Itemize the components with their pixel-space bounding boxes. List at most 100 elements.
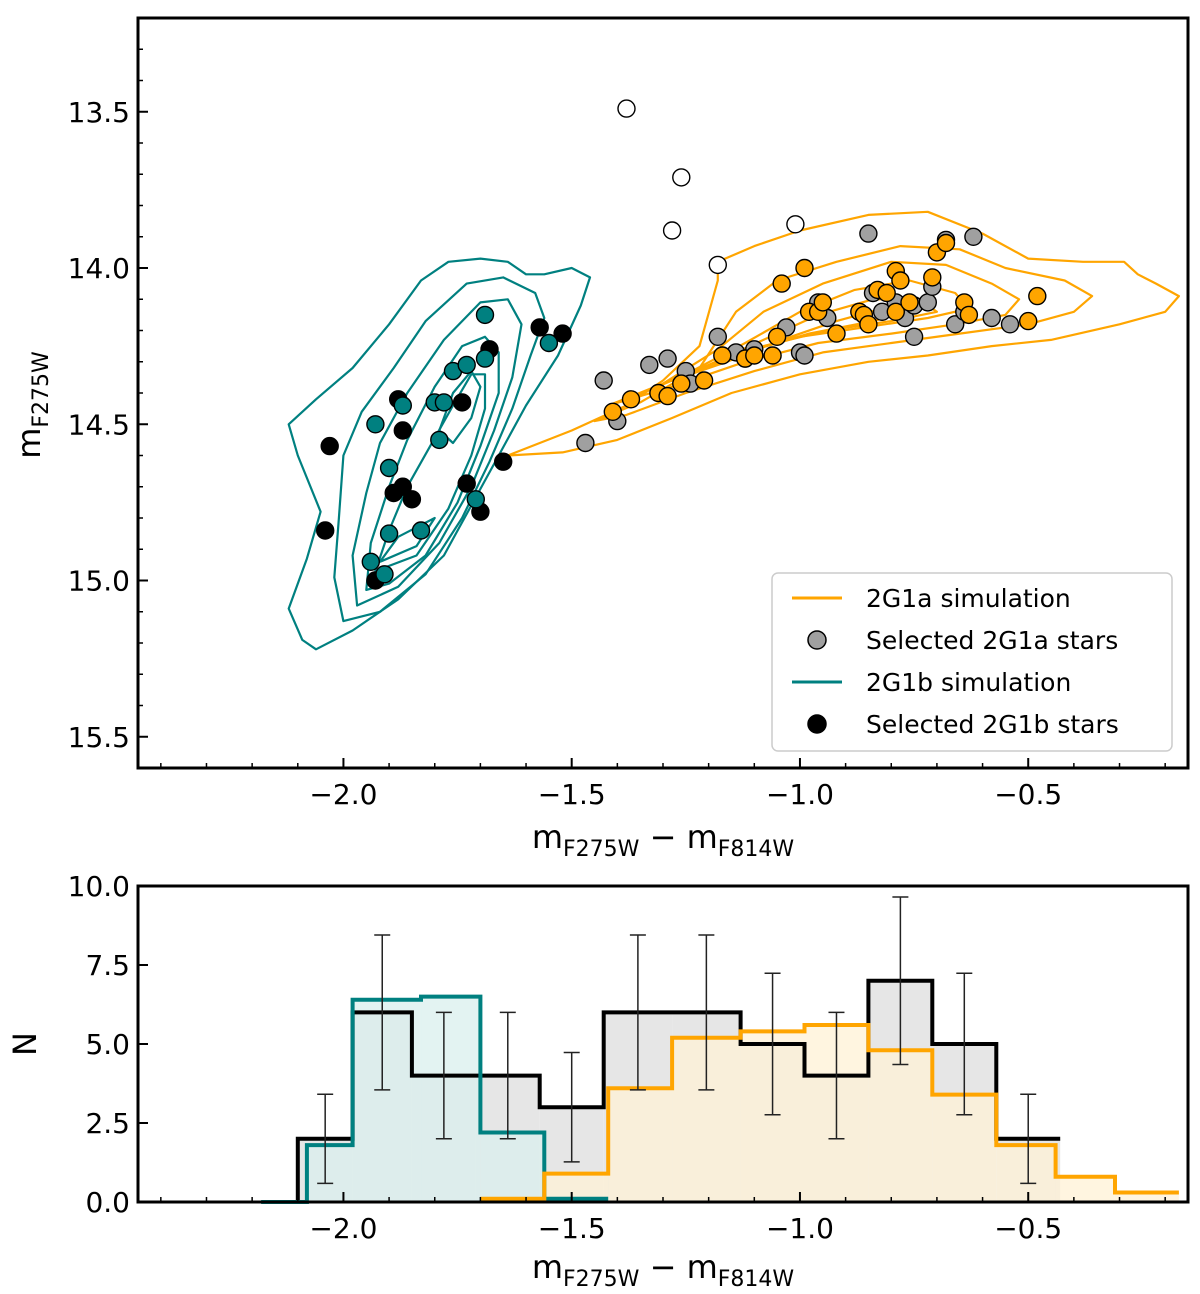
2g1b-selected-star bbox=[530, 318, 549, 337]
ylabel-base: m bbox=[10, 428, 48, 459]
2g1a-simulation-star bbox=[891, 271, 910, 290]
xlabel-base: m bbox=[532, 1248, 563, 1286]
2g1b-simulation-star bbox=[366, 415, 385, 434]
unselected-star bbox=[617, 99, 636, 118]
2g1b-selected-star bbox=[457, 474, 476, 493]
2g1a-selected-star bbox=[658, 349, 677, 368]
bottom-x-ticks: −2.0 −1.5 −1.0 −0.5 bbox=[160, 1192, 1166, 1245]
2g1a-simulation-star bbox=[763, 346, 782, 365]
2g1a-selected-star bbox=[640, 355, 659, 375]
y-tick-label: 2.5 bbox=[85, 1107, 130, 1140]
2g1b-selected-star bbox=[393, 421, 412, 440]
y-tick-label: 14.0 bbox=[68, 252, 130, 285]
2g1b-contour-level-3 bbox=[351, 298, 523, 607]
y-tick-label: 15.0 bbox=[68, 565, 130, 598]
y-tick-label: 0.0 bbox=[85, 1186, 130, 1219]
top-x-axis-label: mF275W − mF814W bbox=[532, 818, 795, 862]
2g1b-selected-star bbox=[494, 452, 513, 471]
unselected-star bbox=[708, 255, 727, 275]
x-tick-label: −1.5 bbox=[538, 778, 606, 811]
legend-label-2g1b-stars: Selected 2G1b stars bbox=[866, 710, 1119, 739]
xlabel-sub: F275W bbox=[563, 1267, 640, 1292]
legend-label-2g1a-stars: Selected 2G1a stars bbox=[866, 626, 1118, 655]
xlabel-sub2: F814W bbox=[718, 837, 795, 862]
y-tick-label: 14.5 bbox=[68, 408, 130, 441]
legend-label-2g1a-simulation: 2G1a simulation bbox=[866, 584, 1071, 613]
2g1b-simulation-star bbox=[393, 396, 412, 415]
2g1a-simulation-star bbox=[877, 283, 896, 303]
unselected-star bbox=[662, 221, 682, 240]
2g1b-simulation-star bbox=[539, 333, 559, 353]
2g1b-selected-star bbox=[384, 483, 403, 503]
legend-label-2g1b-simulation: 2G1b simulation bbox=[866, 668, 1071, 697]
2g1a-selected-star bbox=[708, 327, 727, 346]
unselected-star bbox=[672, 168, 691, 187]
2g1b-contour-level-2 bbox=[333, 276, 546, 623]
2g1a-simulation-star bbox=[923, 268, 942, 287]
star-markers bbox=[316, 99, 1047, 590]
x-tick-label: −0.5 bbox=[994, 1212, 1062, 1245]
2g1b-simulation-star bbox=[466, 490, 485, 509]
2g1b-simulation-star bbox=[475, 305, 495, 325]
y-tick-label: 7.5 bbox=[85, 949, 130, 982]
2g1a-simulation-star bbox=[767, 327, 787, 346]
x-tick-label: −0.5 bbox=[994, 778, 1062, 811]
top-x-ticks: −2.0 −1.5 −1.0 −0.5 bbox=[160, 758, 1166, 811]
2g1b-simulation-star bbox=[361, 552, 380, 571]
2g1b-selected-star bbox=[553, 324, 572, 343]
color-magnitude-panel: −2.0 −1.5 −1.0 −0.5 13.514.014.515.015.5 mF… bbox=[10, 16, 1190, 862]
2g1b-histogram-step bbox=[261, 994, 609, 1204]
2g1b-selected-star bbox=[316, 521, 335, 540]
2g1a-contour-level-3 bbox=[607, 260, 1021, 407]
2g1a-selected-star bbox=[904, 327, 924, 346]
2g1a-selected-star bbox=[576, 433, 595, 453]
x-tick-label: −1.0 bbox=[766, 778, 834, 811]
legend-swatch-2g1b-stars bbox=[807, 714, 827, 734]
2g1b-contour-level-7 bbox=[438, 370, 482, 445]
2g1b-contour-level-6 bbox=[378, 516, 436, 563]
2g1a-selected-star bbox=[795, 346, 814, 365]
legend-box bbox=[771, 572, 1173, 752]
2g1a-simulation-star bbox=[713, 346, 732, 365]
bottom-y-ticks: 0.0 2.5 5.0 7.5 10.0 bbox=[68, 870, 148, 1219]
2g1a-selected-star bbox=[946, 315, 965, 334]
y-tick-label: 10.0 bbox=[68, 870, 130, 903]
bottom-y-axis-label: N bbox=[6, 1032, 44, 1056]
2g1b-simulation-star bbox=[475, 349, 495, 368]
2g1a-histogram-bar bbox=[996, 1145, 1056, 1202]
2g1b-selected-star bbox=[452, 393, 472, 412]
2g1b-simulation-star bbox=[434, 393, 454, 412]
ylabel-sub: F275W bbox=[29, 351, 54, 428]
2g1b-simulation-star bbox=[379, 458, 399, 478]
xlabel-base2: m bbox=[687, 1248, 718, 1286]
2g1a-simulation-star bbox=[795, 258, 814, 278]
2g1a-simulation-star bbox=[900, 293, 919, 312]
2g1a-selected-star bbox=[859, 224, 878, 243]
unselected-star bbox=[786, 215, 805, 234]
xlabel-minus: − bbox=[639, 818, 686, 856]
2g1b-simulation-star bbox=[457, 355, 476, 375]
bottom-x-axis-label: mF275W − mF814W bbox=[532, 1248, 795, 1292]
2g1a-simulation-star bbox=[859, 315, 878, 334]
2g1a-selected-star bbox=[964, 227, 983, 247]
2g1b-simulation-star bbox=[430, 430, 449, 450]
histogram-panel: −2.0 −1.5 −1.0 −0.5 0.02.55.07.510.0 mF275W… bbox=[6, 870, 1190, 1292]
2g1b-histogram-bar bbox=[306, 1145, 353, 1202]
legend: 2G1a simulation Selected 2G1a stars 2G1b… bbox=[771, 572, 1173, 752]
2g1a-simulation-star bbox=[959, 305, 979, 325]
2g1a-contour-level-2 bbox=[593, 245, 1094, 423]
2g1a-histogram-bar bbox=[1055, 1176, 1115, 1202]
histogram-error-bars bbox=[317, 896, 1037, 1185]
2g1a-simulation-star bbox=[621, 390, 641, 409]
xlabel-sub: F275W bbox=[563, 837, 640, 862]
2g1b-simulation-star bbox=[379, 524, 399, 543]
x-tick-label: −2.0 bbox=[309, 778, 377, 811]
2g1b-contour-level-1 bbox=[287, 257, 592, 651]
x-tick-label: −1.5 bbox=[538, 1212, 606, 1245]
2g1a-simulation-star bbox=[745, 346, 764, 365]
2g1b-simulation-star bbox=[411, 521, 431, 540]
y-tick-label: 13.5 bbox=[68, 96, 130, 129]
2g1a-histogram-bar bbox=[868, 1050, 933, 1202]
2g1b-selected-star bbox=[402, 490, 422, 509]
